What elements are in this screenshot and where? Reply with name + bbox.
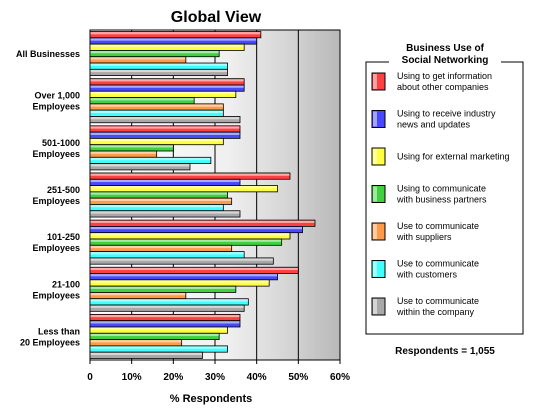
- legend-items: Using to get information about other comp…: [371, 71, 510, 317]
- bar-highlight: [90, 299, 248, 302]
- bar: [89, 257, 274, 265]
- bar-highlight: [90, 220, 315, 223]
- bar-highlight: [90, 173, 290, 176]
- bar-highlight: [90, 198, 232, 201]
- bar-highlight: [90, 226, 302, 230]
- x-tick-label: 0: [87, 372, 93, 383]
- bars: [89, 31, 316, 359]
- x-axis-ticks: 0 10% 20% 30% 40% 50% 60%: [87, 360, 350, 383]
- bar: [89, 163, 191, 171]
- bar-highlight: [90, 63, 227, 66]
- bar-highlight: [90, 192, 227, 195]
- bar-highlight: [90, 151, 157, 154]
- legend-title-bg: [389, 40, 501, 70]
- bar: [89, 116, 241, 124]
- x-tick-label: 10%: [122, 372, 142, 383]
- bar-highlight: [90, 85, 244, 88]
- bar-highlight: [90, 305, 244, 308]
- bar-highlight: [90, 205, 223, 208]
- bar-highlight: [90, 239, 282, 242]
- legend-label: Using for external marketing: [397, 152, 510, 162]
- bar-highlight: [90, 321, 240, 324]
- bar-highlight: [90, 32, 261, 35]
- x-tick-label: 60%: [330, 372, 350, 383]
- bar-highlight: [90, 91, 236, 95]
- bar-highlight: [90, 274, 277, 277]
- category-label: 251-500 Employees: [32, 185, 80, 206]
- bar-highlight: [90, 98, 194, 101]
- legend-box: [365, 61, 524, 335]
- bar-highlight: [90, 340, 182, 343]
- bar-highlight: [90, 280, 269, 283]
- bar-highlight: [90, 286, 236, 289]
- bar-highlight: [90, 352, 202, 355]
- category-label: All Businesses: [16, 49, 80, 59]
- legend-swatch-highlight: [373, 299, 377, 314]
- legend-swatch-highlight: [373, 261, 377, 277]
- category-label: Less than 20 Employees: [20, 326, 80, 347]
- legend-title: Business Use of Social Networking: [402, 43, 489, 66]
- bar-highlight: [90, 164, 190, 167]
- category-labels: All Businesses Over 1,000 Employees 501-100…: [16, 49, 80, 347]
- x-tick-label: 30%: [205, 372, 225, 383]
- legend-label: Using to get information about other comp…: [397, 71, 492, 92]
- bar-highlight: [90, 69, 227, 73]
- bar-highlight: [90, 186, 277, 189]
- bar-highlight: [90, 293, 186, 296]
- bar-highlight: [90, 104, 223, 107]
- bar-highlight: [90, 179, 240, 183]
- bar-highlight: [90, 267, 298, 271]
- bar-highlight: [90, 233, 290, 236]
- bar-highlight: [90, 211, 240, 214]
- bar-highlight: [90, 132, 240, 135]
- legend-swatch-highlight: [373, 149, 377, 164]
- bar-highlight: [90, 258, 273, 261]
- respondents-note: Respondents = 1,055: [395, 346, 495, 357]
- bar-highlight: [90, 252, 244, 255]
- bar-highlight: [90, 38, 257, 41]
- bar-highlight: [90, 333, 219, 337]
- legend-swatch-highlight: [373, 111, 377, 127]
- bar-highlight: [90, 346, 227, 349]
- legend-swatch-highlight: [373, 186, 377, 202]
- bar-highlight: [90, 157, 211, 161]
- bar-highlight: [90, 110, 223, 113]
- category-label: 501-1000 Employees: [32, 138, 80, 159]
- x-axis-label: % Respondents: [170, 393, 253, 405]
- legend-label: Use to communicate with customers: [396, 259, 479, 280]
- bar-highlight: [90, 245, 232, 249]
- bar-highlight: [90, 126, 240, 129]
- bar-highlight: [90, 117, 240, 120]
- bar-highlight: [90, 139, 223, 142]
- bar-highlight: [90, 44, 244, 47]
- category-label: Over 1,000 Employees: [32, 91, 80, 112]
- bar-highlight: [90, 145, 173, 148]
- legend-swatch-highlight: [373, 74, 377, 89]
- bar: [89, 304, 245, 312]
- x-tick-label: 20%: [163, 372, 183, 383]
- bar-highlight: [90, 327, 227, 330]
- category-label: 21-100 Employees: [32, 279, 80, 300]
- legend-label: Using to receive industry news and update…: [397, 109, 496, 130]
- legend-label: Using to communicate with business partne…: [396, 184, 487, 205]
- bar: [89, 351, 203, 359]
- category-label: 101-250 Employees: [32, 232, 80, 253]
- x-tick-label: 50%: [288, 372, 308, 383]
- x-tick-label: 40%: [247, 372, 267, 383]
- bar-highlight: [90, 57, 186, 60]
- legend-label: Use to communicate with suppliers: [396, 221, 479, 242]
- chart-title: Global View: [171, 9, 262, 26]
- bar: [89, 68, 228, 77]
- bar-highlight: [90, 79, 244, 82]
- legend-swatch-highlight: [373, 224, 377, 239]
- legend-label: Use to communicate within the company: [396, 296, 479, 317]
- bar-highlight: [90, 51, 219, 54]
- bar: [89, 210, 241, 218]
- bar-highlight: [90, 314, 240, 318]
